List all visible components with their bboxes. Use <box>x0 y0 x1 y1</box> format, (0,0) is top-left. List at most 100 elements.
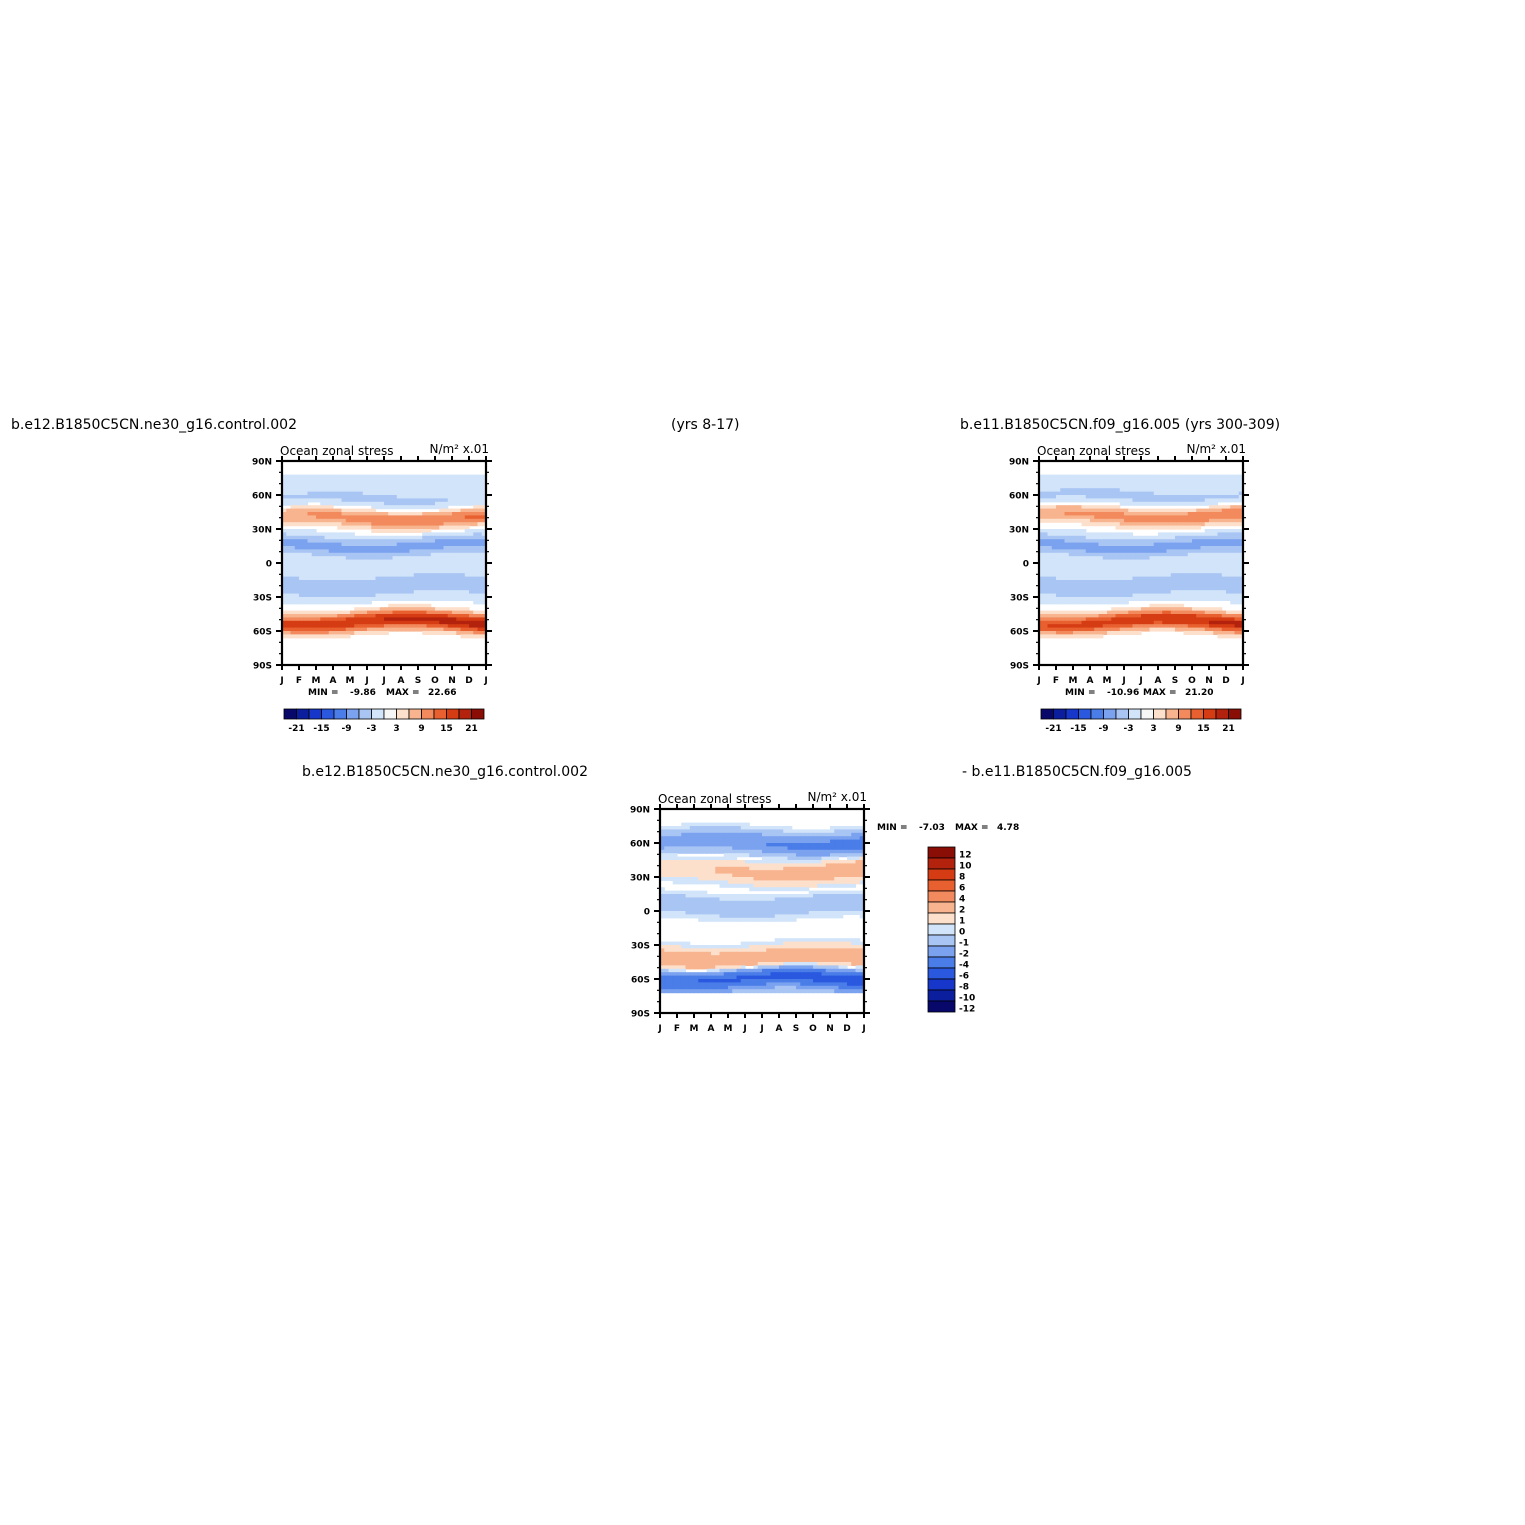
field-cell <box>371 627 377 632</box>
field-cell <box>1132 498 1138 503</box>
field-cell <box>456 484 462 489</box>
field-cell <box>1238 556 1244 561</box>
field-cell <box>473 529 479 533</box>
field-cell <box>1196 491 1202 496</box>
field-cell <box>392 556 398 561</box>
field-cell <box>371 580 377 584</box>
field-cell <box>464 617 470 622</box>
field-cell <box>362 586 368 591</box>
field-cell <box>405 478 411 482</box>
field-cell <box>1238 610 1244 615</box>
field-cell <box>311 559 317 564</box>
field-cell <box>341 546 347 550</box>
field-cell <box>316 624 321 629</box>
field-cell <box>1077 484 1083 489</box>
field-cell <box>405 617 411 622</box>
field-cell <box>1090 610 1095 615</box>
field-cell <box>384 515 389 520</box>
field-cell <box>405 566 411 571</box>
field-cell <box>1051 549 1057 554</box>
field-cell <box>1149 583 1155 588</box>
field-cell <box>1158 488 1163 493</box>
field-cell <box>1081 542 1087 547</box>
field-cell <box>379 512 385 516</box>
field-cell <box>286 627 292 632</box>
field-cell <box>723 836 729 841</box>
field-cell <box>1047 495 1053 499</box>
field-cell <box>694 839 699 844</box>
field-cell <box>1081 556 1087 561</box>
field-cell <box>456 597 462 601</box>
field-cell <box>456 617 462 622</box>
field-cell <box>821 839 827 844</box>
field-cell <box>303 501 309 506</box>
field-cell <box>1136 586 1142 591</box>
field-cell <box>1221 478 1227 482</box>
field-cell <box>1230 583 1236 588</box>
field-cell <box>439 559 445 564</box>
field-cell <box>855 843 861 847</box>
field-cell <box>1162 620 1168 625</box>
field-cell <box>426 505 432 510</box>
field-cell <box>1213 586 1219 591</box>
field-cell <box>367 508 372 513</box>
field-cell <box>1090 488 1095 493</box>
field-cell <box>379 614 385 618</box>
field-cell <box>371 495 377 499</box>
field-cell <box>728 846 733 851</box>
field-cell <box>367 614 372 618</box>
field-cell <box>1132 597 1138 601</box>
field-cell <box>409 593 415 598</box>
field-cell <box>328 583 334 588</box>
field-cell <box>1098 559 1104 564</box>
field-cell <box>345 566 351 571</box>
field-cell <box>1221 617 1227 622</box>
field-cell <box>307 614 313 618</box>
field-cell <box>1170 556 1176 561</box>
field-cell <box>1149 590 1155 595</box>
field-cell <box>1102 549 1108 554</box>
field-cell <box>1187 573 1193 578</box>
field-cell <box>294 495 300 499</box>
field-cell <box>1098 508 1104 513</box>
field-cell <box>341 549 347 554</box>
field-cell <box>379 617 385 622</box>
field-cell <box>1187 508 1193 513</box>
field-cell <box>294 614 300 618</box>
field-cell <box>1192 539 1197 544</box>
field-cell <box>311 481 317 486</box>
field-cell <box>307 610 313 615</box>
field-cell <box>694 849 699 854</box>
field-cell <box>405 549 411 554</box>
field-cell <box>435 627 440 632</box>
field-cell <box>294 620 300 625</box>
field-cell <box>354 573 360 578</box>
field-cell <box>1234 542 1240 547</box>
field-cell <box>1124 542 1129 547</box>
field-cell <box>286 535 292 540</box>
field-cell <box>422 566 428 571</box>
field-cell <box>303 573 309 578</box>
field-cell <box>1226 634 1231 639</box>
field-cell <box>1043 495 1049 499</box>
field-cell <box>1226 620 1231 625</box>
field-cell <box>677 826 682 830</box>
field-cell <box>384 627 389 632</box>
field-cell <box>422 549 428 554</box>
field-cell <box>350 532 355 537</box>
field-cell <box>409 607 415 612</box>
field-cell <box>1111 491 1117 496</box>
field-cell <box>328 546 334 550</box>
x-tick-label: J <box>381 676 385 686</box>
field-cell <box>1119 566 1125 571</box>
field-cell <box>694 856 699 861</box>
field-cell <box>405 522 411 527</box>
field-cell <box>358 474 364 479</box>
field-cell <box>1221 614 1227 618</box>
field-cell <box>859 826 865 830</box>
field-cell <box>405 491 411 496</box>
field-cell <box>324 597 330 601</box>
field-cell <box>469 631 474 635</box>
field-cell <box>1081 488 1087 493</box>
field-cell <box>388 569 394 574</box>
